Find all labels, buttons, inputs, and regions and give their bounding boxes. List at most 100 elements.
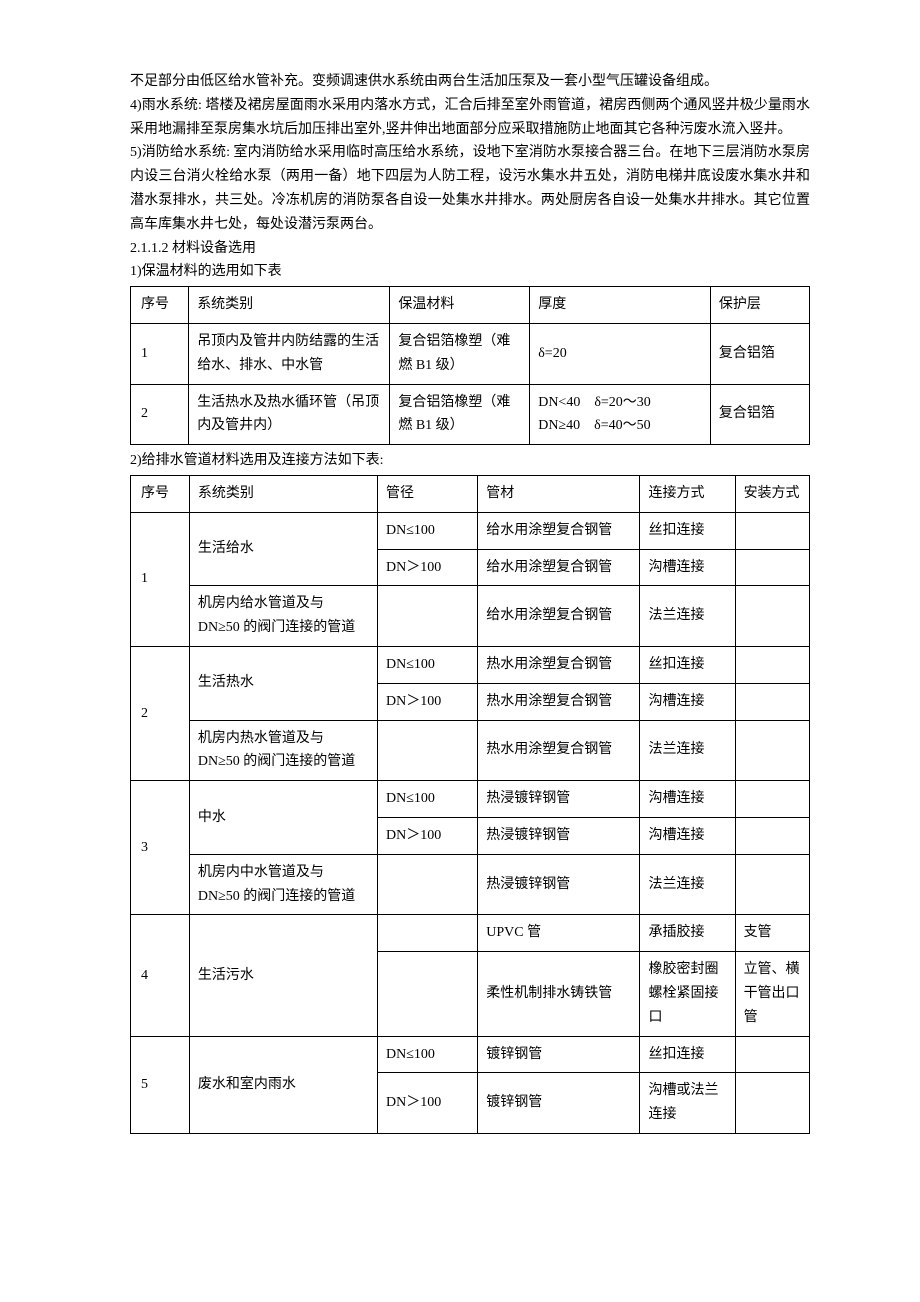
- section-heading: 2.1.1.2 材料设备选用: [130, 237, 810, 261]
- cell: 橡胶密封圈螺栓紧固接口: [640, 952, 735, 1036]
- cell: [378, 720, 478, 781]
- th: 系统类别: [189, 475, 377, 512]
- cell: DN＞100: [378, 817, 478, 854]
- insulation-table: 序号 系统类别 保温材料 厚度 保护层 1 吊顶内及管井内防结露的生活给水、排水…: [130, 286, 810, 445]
- cell: DN＞100: [378, 683, 478, 720]
- cell: 法兰连接: [640, 586, 735, 647]
- table-header-row: 序号 系统类别 管径 管材 连接方式 安装方式: [131, 475, 810, 512]
- cell: 丝扣连接: [640, 512, 735, 549]
- cell: 给水用涂塑复合钢管: [478, 549, 640, 586]
- table-row: 机房内给水管道及与 DN≥50 的阀门连接的管道给水用涂塑复合钢管法兰连接: [131, 586, 810, 647]
- cell: [378, 952, 478, 1036]
- cell: 中水: [189, 781, 377, 855]
- cell: 支管: [735, 915, 809, 952]
- table-row: 1 吊顶内及管井内防结露的生活给水、排水、中水管 复合铝箔橡塑（难燃 B1 级）…: [131, 323, 810, 384]
- cell: [735, 512, 809, 549]
- cell: 沟槽连接: [640, 817, 735, 854]
- cell: 热浸镀锌钢管: [478, 781, 640, 818]
- cell: DN≤100: [378, 781, 478, 818]
- cell: 5: [131, 1036, 190, 1133]
- th: 管径: [378, 475, 478, 512]
- cell: [735, 781, 809, 818]
- cell: 热水用涂塑复合钢管: [478, 720, 640, 781]
- cell: [378, 586, 478, 647]
- cell: 沟槽连接: [640, 781, 735, 818]
- cell: [735, 683, 809, 720]
- cell: 废水和室内雨水: [189, 1036, 377, 1133]
- cell: [735, 720, 809, 781]
- cell: 镀锌钢管: [478, 1036, 640, 1073]
- cell: 生活热水及热水循环管（吊顶内及管井内）: [189, 384, 390, 445]
- th: 保温材料: [390, 287, 530, 324]
- cell: 4: [131, 915, 190, 1036]
- table-row: 3中水DN≤100热浸镀锌钢管沟槽连接: [131, 781, 810, 818]
- cell: δ=20: [530, 323, 711, 384]
- cell: DN≤100: [378, 646, 478, 683]
- cell: 生活热水: [189, 646, 377, 720]
- table-row: 2生活热水DN≤100热水用涂塑复合钢管丝扣连接: [131, 646, 810, 683]
- cell: 热水用涂塑复合钢管: [478, 646, 640, 683]
- cell: DN＞100: [378, 549, 478, 586]
- cell: 给水用涂塑复合钢管: [478, 586, 640, 647]
- cell: 热浸镀锌钢管: [478, 817, 640, 854]
- cell: 1: [131, 512, 190, 646]
- th: 序号: [131, 287, 189, 324]
- cell: 承插胶接: [640, 915, 735, 952]
- cell: 生活污水: [189, 915, 377, 1036]
- cell: 1: [131, 323, 189, 384]
- cell: 2: [131, 384, 189, 445]
- cell: [735, 854, 809, 915]
- paragraph: 1)保温材料的选用如下表: [130, 260, 810, 284]
- cell: 复合铝箔: [710, 384, 809, 445]
- table-row: 机房内中水管道及与 DN≥50 的阀门连接的管道 热浸镀锌钢管法兰连接: [131, 854, 810, 915]
- cell: 给水用涂塑复合钢管: [478, 512, 640, 549]
- cell: 沟槽连接: [640, 683, 735, 720]
- cell: 法兰连接: [640, 720, 735, 781]
- cell: 丝扣连接: [640, 1036, 735, 1073]
- table-row: 4生活污水UPVC 管承插胶接支管: [131, 915, 810, 952]
- cell: [735, 817, 809, 854]
- table-row: 2 生活热水及热水循环管（吊顶内及管井内） 复合铝箔橡塑（难燃 B1 级） DN…: [131, 384, 810, 445]
- cell: 立管、横干管出口管: [735, 952, 809, 1036]
- cell: 法兰连接: [640, 854, 735, 915]
- cell: 3: [131, 781, 190, 915]
- th: 安装方式: [735, 475, 809, 512]
- cell: [735, 1073, 809, 1134]
- cell: 吊顶内及管井内防结露的生活给水、排水、中水管: [189, 323, 390, 384]
- cell: 复合铝箔橡塑（难燃 B1 级）: [390, 384, 530, 445]
- cell: [735, 549, 809, 586]
- cell: [378, 854, 478, 915]
- cell: [735, 586, 809, 647]
- th: 管材: [478, 475, 640, 512]
- cell: 机房内中水管道及与 DN≥50 的阀门连接的管道: [189, 854, 377, 915]
- cell: DN＞100: [378, 1073, 478, 1134]
- cell: [735, 646, 809, 683]
- paragraph: 5)消防给水系统: 室内消防给水采用临时高压给水系统，设地下室消防水泵接合器三台…: [130, 141, 810, 236]
- cell: 柔性机制排水铸铁管: [478, 952, 640, 1036]
- paragraph: 2)给排水管道材料选用及连接方法如下表:: [130, 449, 810, 473]
- cell: 复合铝箔橡塑（难燃 B1 级）: [390, 323, 530, 384]
- cell: 2: [131, 646, 190, 780]
- paragraph: 4)雨水系统: 塔楼及裙房屋面雨水采用内落水方式，汇合后排至室外雨管道，裙房西侧…: [130, 94, 810, 142]
- th: 保护层: [710, 287, 809, 324]
- th: 厚度: [530, 287, 711, 324]
- cell: [735, 1036, 809, 1073]
- cell: 热浸镀锌钢管: [478, 854, 640, 915]
- pipe-material-table: 序号 系统类别 管径 管材 连接方式 安装方式 1生活给水DN≤100给水用涂塑…: [130, 475, 810, 1134]
- cell: DN≤100: [378, 512, 478, 549]
- cell: DN<40 δ=20～30 DN≥40 δ=40～50: [530, 384, 711, 445]
- cell: 机房内热水管道及与 DN≥50 的阀门连接的管道: [189, 720, 377, 781]
- cell: UPVC 管: [478, 915, 640, 952]
- table-row: 机房内热水管道及与 DN≥50 的阀门连接的管道 热水用涂塑复合钢管法兰连接: [131, 720, 810, 781]
- cell: 生活给水: [189, 512, 377, 586]
- table-row: 1生活给水DN≤100给水用涂塑复合钢管丝扣连接: [131, 512, 810, 549]
- cell: 沟槽连接: [640, 549, 735, 586]
- cell: 镀锌钢管: [478, 1073, 640, 1134]
- cell: 沟槽或法兰连接: [640, 1073, 735, 1134]
- cell: 丝扣连接: [640, 646, 735, 683]
- th: 系统类别: [189, 287, 390, 324]
- th: 连接方式: [640, 475, 735, 512]
- table-header-row: 序号 系统类别 保温材料 厚度 保护层: [131, 287, 810, 324]
- cell: DN≤100: [378, 1036, 478, 1073]
- table-row: 5废水和室内雨水DN≤100镀锌钢管丝扣连接: [131, 1036, 810, 1073]
